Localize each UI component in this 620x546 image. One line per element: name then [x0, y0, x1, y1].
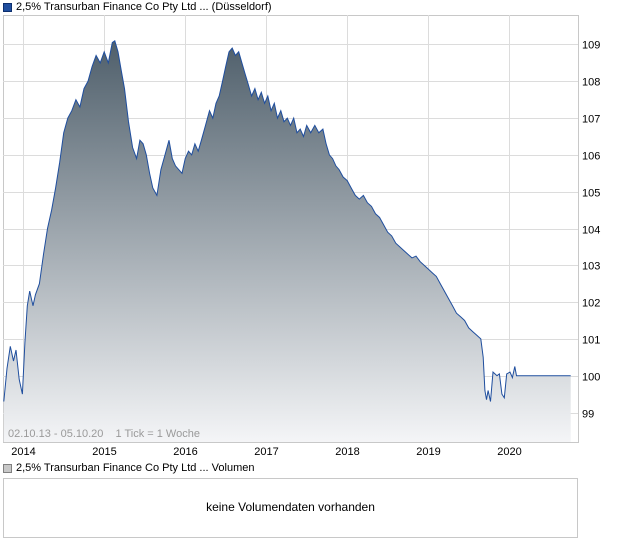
y-axis-ticks: 99 100 101 102 103 104 105 106 107 108 109: [582, 40, 600, 421]
x-axis-ticks: 2014 2015 2016 2017 2018 2019 2020: [11, 446, 521, 458]
date-range-annotation: 02.10.13 - 05.10.20 1 Tick = 1 Woche: [8, 428, 200, 440]
y-tick-label: 102: [582, 298, 600, 310]
x-tick-label: 2016: [173, 446, 197, 458]
x-tick-label: 2020: [497, 446, 521, 458]
volume-empty-message: keine Volumendaten vorhanden: [206, 500, 375, 514]
volume-legend-label: 2,5% Transurban Finance Co Pty Ltd ... V…: [16, 462, 255, 474]
y-tick-label: 106: [582, 151, 600, 163]
x-tick-label: 2018: [335, 446, 359, 458]
x-tick-label: 2017: [254, 446, 278, 458]
volume-legend: 2,5% Transurban Finance Co Pty Ltd ... V…: [3, 461, 254, 475]
price-area: [3, 40, 571, 442]
x-tick-label: 2015: [92, 446, 116, 458]
date-range-text: 02.10.13 - 05.10.20: [8, 428, 103, 440]
y-tick-label: 101: [582, 335, 600, 347]
y-tick-label: 108: [582, 77, 600, 89]
y-tick-label: 104: [582, 225, 600, 237]
y-tick-label: 103: [582, 261, 600, 273]
price-legend: 2,5% Transurban Finance Co Pty Ltd ... (…: [3, 0, 272, 14]
y-tick-label: 105: [582, 188, 600, 200]
x-tick-label: 2014: [11, 446, 35, 458]
volume-panel: keine Volumendaten vorhanden: [3, 478, 578, 538]
y-tick-label: 99: [582, 409, 594, 421]
price-legend-swatch: [3, 2, 12, 12]
price-line: [3, 39, 571, 402]
y-tick-label: 100: [582, 372, 600, 384]
volume-legend-swatch: [3, 463, 12, 473]
y-tick-label: 107: [582, 114, 600, 126]
x-tick-label: 2019: [416, 446, 440, 458]
y-tick-label: 109: [582, 40, 600, 52]
tick-interval-text: 1 Tick = 1 Woche: [115, 428, 199, 440]
price-legend-label: 2,5% Transurban Finance Co Pty Ltd ... (…: [16, 1, 272, 13]
